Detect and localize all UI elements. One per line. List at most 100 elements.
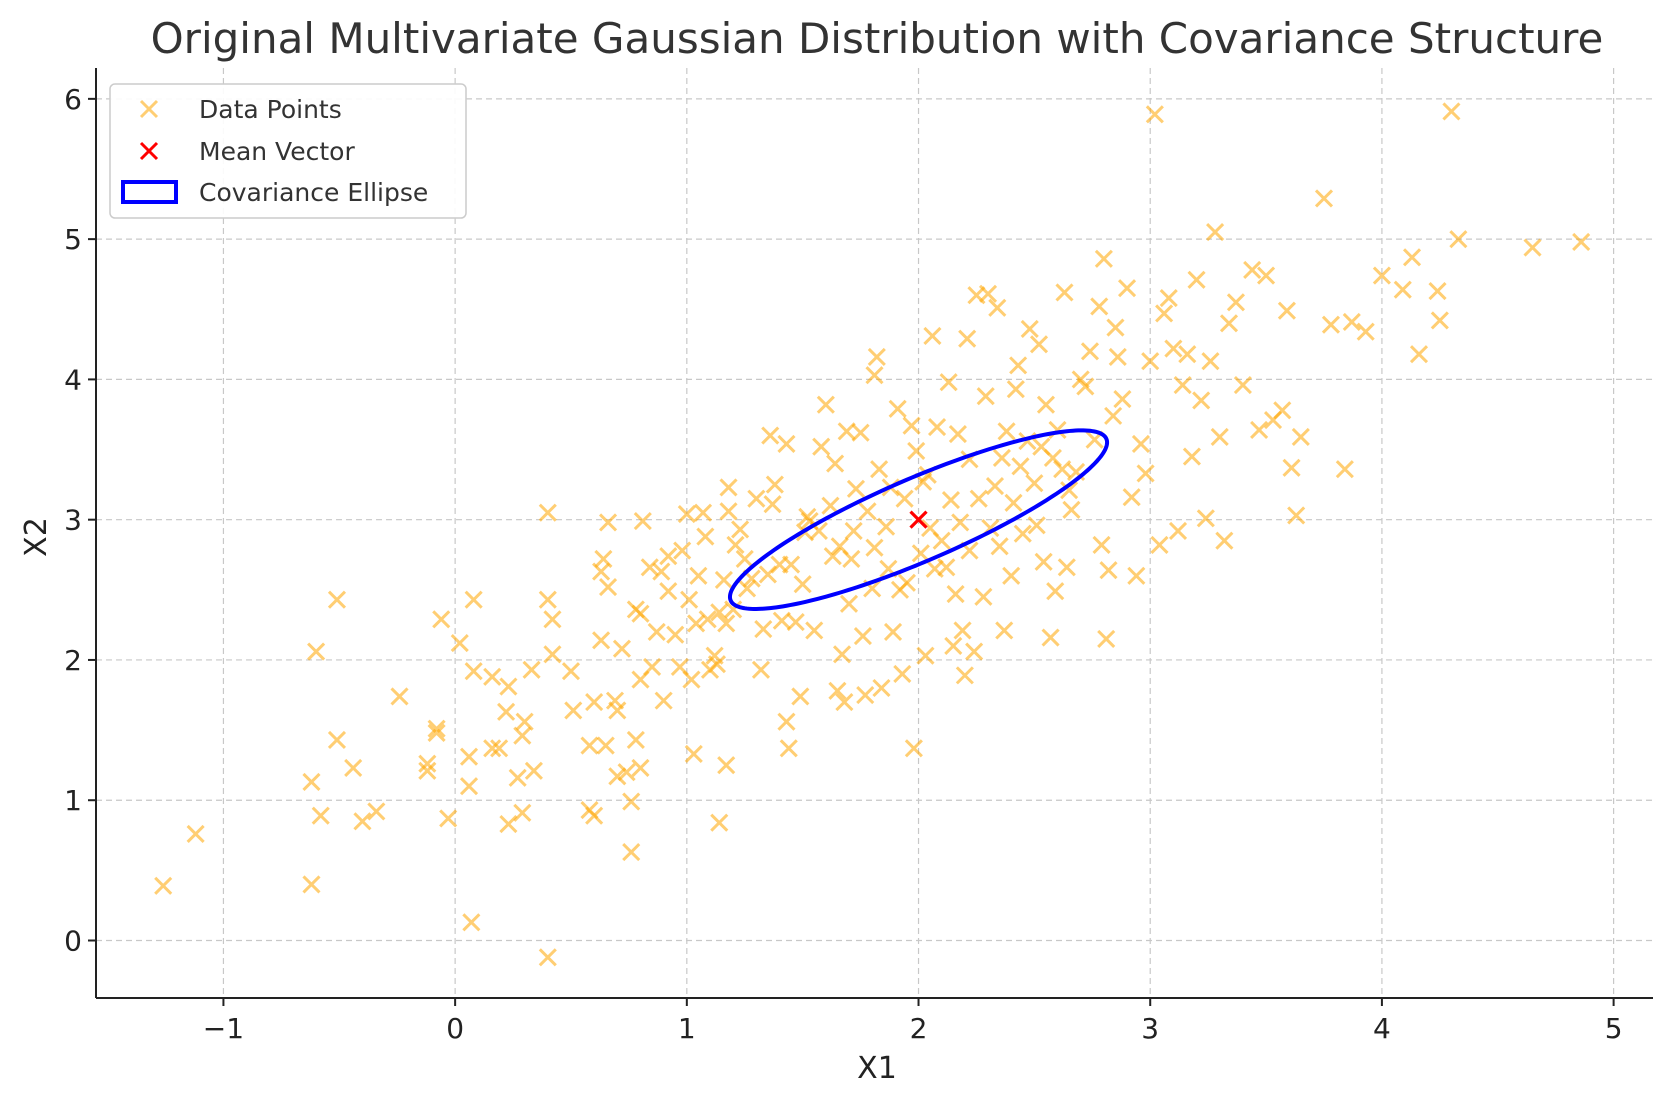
y-tick-label: 5: [64, 223, 82, 256]
data-point: [1006, 380, 1025, 399]
data-point: [1282, 458, 1301, 477]
data-point: [1449, 230, 1468, 249]
legend: Data Points Mean Vector Covariance Ellipse: [109, 83, 467, 219]
data-point: [673, 541, 692, 560]
data-point: [594, 549, 613, 569]
data-point: [1027, 516, 1046, 535]
data-point: [738, 579, 757, 598]
data-point: [1034, 552, 1053, 571]
data-point: [870, 460, 889, 479]
data-point: [1145, 105, 1164, 124]
data-point: [631, 604, 650, 623]
legend-data-points-icon: [139, 99, 159, 119]
data-point: [689, 566, 708, 585]
data-point: [1106, 318, 1125, 337]
data-point: [777, 434, 796, 453]
data-point: [344, 758, 363, 778]
data-point: [717, 756, 736, 775]
data-point: [747, 489, 766, 508]
y-tick-label: 6: [64, 83, 82, 116]
data-point: [867, 347, 886, 367]
data-point: [617, 763, 636, 782]
data-point: [622, 843, 641, 862]
data-point: [1226, 293, 1246, 312]
data-point: [805, 621, 824, 640]
legend-mean-vector-icon: [139, 141, 159, 161]
data-point: [1127, 566, 1146, 585]
mean-vector-marker: [909, 510, 928, 529]
axes: [95, 68, 1653, 999]
data-point: [904, 739, 923, 758]
data-point: [1104, 406, 1123, 425]
data-point: [1192, 391, 1211, 410]
data-point: [1036, 395, 1056, 414]
data-point: [1155, 304, 1174, 323]
data-point: [1393, 280, 1412, 299]
data-point: [1287, 506, 1306, 525]
data-point: [791, 687, 810, 706]
data-point: [631, 758, 650, 778]
data-point: [643, 657, 662, 677]
data-point: [995, 621, 1014, 640]
x-tick-label: 0: [446, 1012, 464, 1045]
data-point: [828, 681, 847, 700]
data-point: [951, 513, 970, 532]
data-point: [707, 655, 727, 674]
data-point: [714, 570, 733, 590]
data-point: [1372, 266, 1391, 285]
data-point: [895, 489, 914, 508]
data-point: [311, 806, 330, 825]
data-point: [538, 590, 557, 609]
data-point: [1055, 283, 1074, 302]
data-point: [833, 645, 852, 664]
data-point: [564, 701, 583, 720]
x-tick-label: 5: [1605, 1012, 1623, 1045]
data-point: [1201, 352, 1220, 371]
data-point: [997, 422, 1016, 441]
data-point: [1250, 420, 1269, 439]
data-point: [1164, 339, 1183, 358]
data-point: [666, 625, 685, 644]
data-point: [853, 627, 872, 646]
data-point: [978, 284, 998, 303]
data-point: [1092, 535, 1111, 554]
y-tick-label: 4: [64, 363, 82, 396]
data-point: [1196, 509, 1215, 528]
data-point: [1178, 345, 1197, 364]
data-point: [327, 730, 347, 749]
data-point: [622, 792, 641, 811]
data-point: [483, 667, 502, 686]
mean-vector-layer: [909, 510, 928, 529]
data-point: [765, 475, 784, 494]
data-point: [608, 767, 627, 786]
y-tick-label: 3: [64, 504, 82, 537]
data-point: [793, 575, 812, 594]
data-point: [710, 603, 729, 622]
data-point: [1099, 561, 1118, 580]
data-point: [916, 646, 935, 665]
data-point: [835, 692, 854, 712]
data-point: [839, 594, 859, 613]
data-point: [932, 531, 951, 550]
x-tick-label: 1: [678, 1012, 696, 1045]
data-point: [1273, 401, 1292, 420]
data-point: [513, 726, 532, 745]
legend-label: Covariance Ellipse: [199, 178, 428, 207]
data-point: [462, 913, 481, 932]
data-point: [1041, 628, 1060, 647]
data-point: [654, 691, 673, 710]
data-point: [1182, 447, 1201, 466]
data-point: [522, 660, 541, 679]
data-point: [1321, 315, 1341, 334]
data-point: [515, 712, 534, 731]
data-point: [1159, 288, 1178, 308]
data-point: [459, 777, 479, 796]
x-axis-label: X1: [857, 1051, 897, 1086]
data-point: [955, 666, 974, 685]
data-point: [598, 577, 618, 597]
data-point: [1428, 281, 1447, 301]
data-point: [427, 723, 446, 742]
legend-ellipse-icon: [121, 180, 178, 204]
